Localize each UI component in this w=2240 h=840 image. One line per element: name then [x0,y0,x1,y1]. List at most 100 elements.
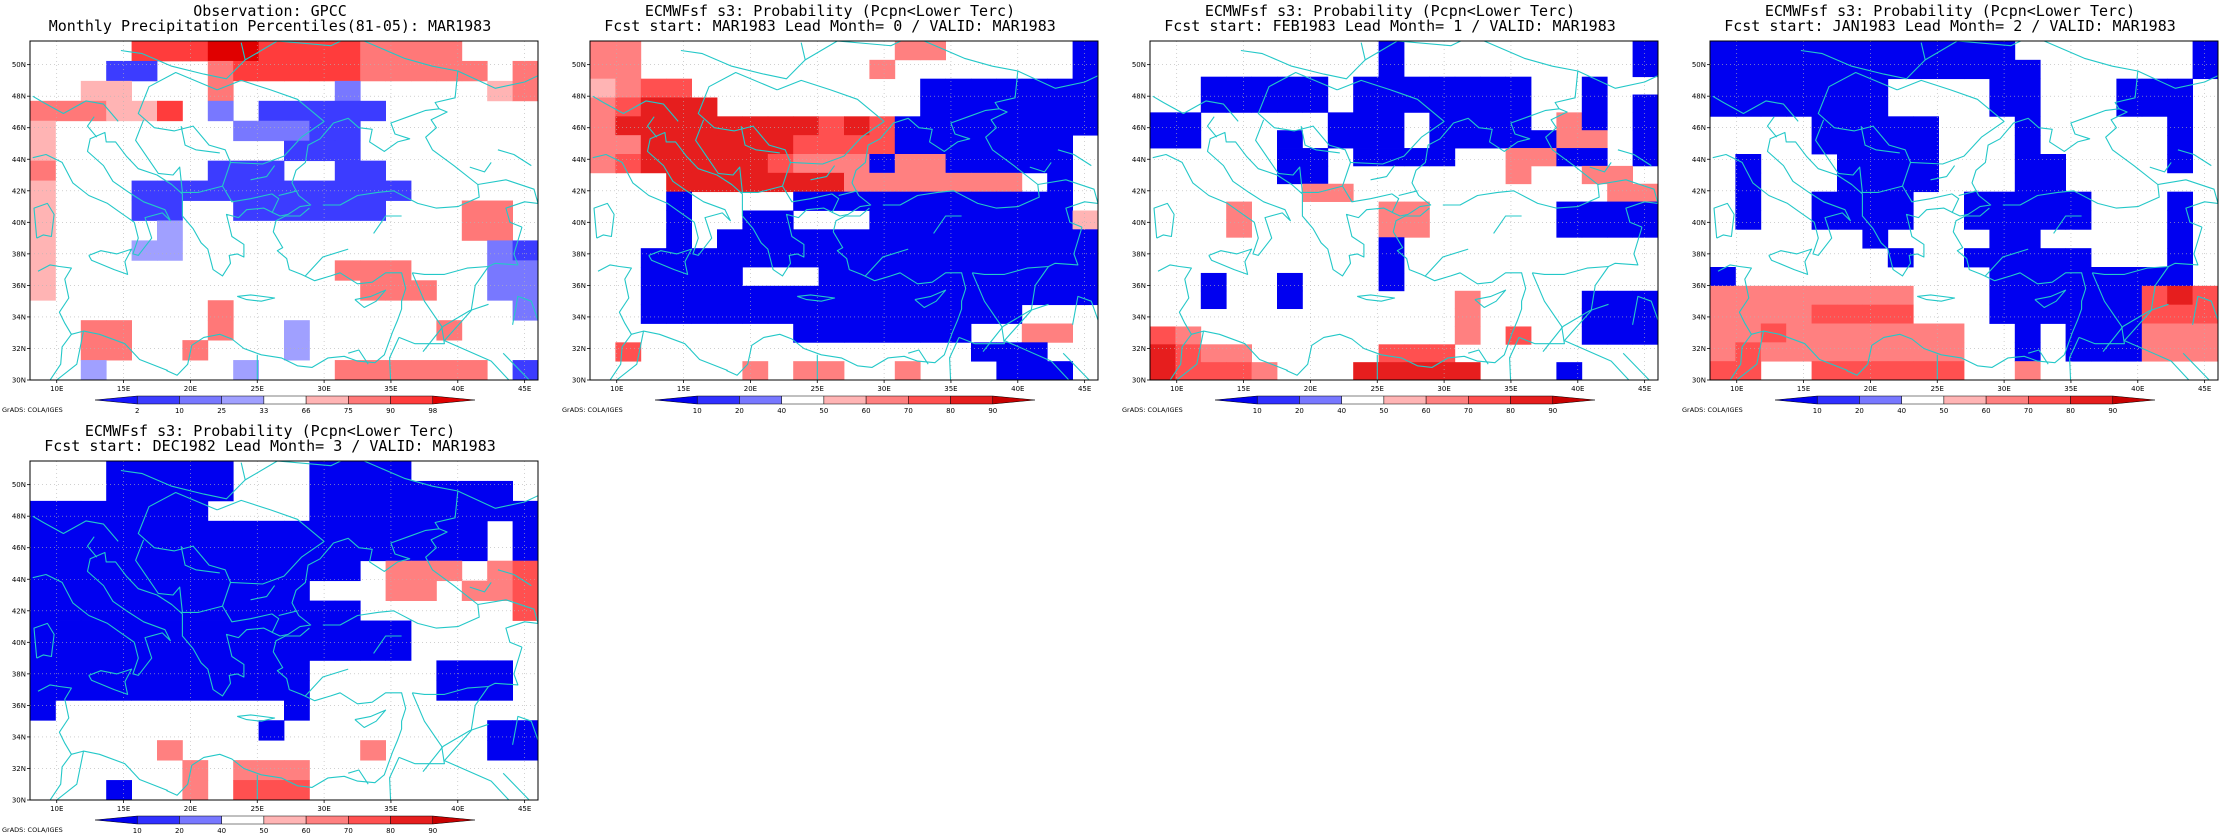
lon-tick-label: 15E [1237,385,1250,393]
grid-cell [1862,191,1889,211]
grid-cell [207,620,234,641]
grid-cell [157,100,183,122]
grid-cell [207,660,234,681]
coastline [237,714,276,722]
lat-tick-label: 44N [1692,156,1706,164]
grid-cell [334,520,361,542]
grid-cell [1175,326,1202,345]
grid-cell [666,116,692,136]
grid-cell [920,323,946,343]
grid-cell [157,600,183,621]
grid-cell [615,135,642,155]
lat-tick-label: 44N [572,156,586,164]
grid-cell [30,120,56,142]
grid-cell [945,323,972,343]
coastline [348,769,369,785]
coastline [1468,349,1489,365]
grid-cell [2091,285,2117,306]
grid-cell [436,360,463,380]
lat-tick-label: 42N [572,187,586,195]
coastline [1712,108,2160,277]
grid-cell [767,285,794,306]
coastline [1003,266,1070,380]
coastline [810,165,836,181]
lat-tick-label: 30N [1132,377,1146,385]
grid-cell [309,520,336,542]
grid-cell [106,780,132,800]
colorbar-label: 10 [133,827,142,835]
colorbar-label: 50 [1939,407,1948,415]
grid-cell [818,285,845,306]
coastline [2034,289,2067,309]
grid-cell [106,660,132,681]
coastline [457,70,538,89]
grid-cell [996,172,1023,193]
grid-cell [996,285,1023,306]
coastline [1037,179,1098,204]
lon-tick-label: 30E [317,385,330,393]
grid-cell [233,640,259,661]
grid-cell [1021,361,1048,380]
grid-cell [1429,130,1456,149]
grid-cell [2014,116,2041,136]
grid-cell [945,285,972,306]
map-frame [589,40,1099,381]
grid-cell [1531,130,1557,149]
panel-title-line-1: ECMWFsf s3: Probability (Pcpn<Lower Terc… [1204,2,1576,20]
grid-cell [1837,154,1863,174]
coastline [37,264,72,380]
grid-cell [131,560,158,582]
colorbar-swatch [390,815,434,825]
colorbar-swatch [2070,395,2114,405]
coastline [2028,349,2049,365]
grid-cell [512,600,538,621]
coastline [278,190,298,197]
coastline [354,289,387,309]
grid-cell [1632,148,1658,167]
grid-cell [844,116,870,136]
grid-cell [309,41,336,62]
colorbar-swatch [136,815,180,825]
grid-cell [55,680,82,701]
grid-cell [2014,135,2041,155]
lat-tick-label: 42N [1132,187,1146,195]
lat-tick-label: 40N [12,219,26,227]
grid-cell [1887,361,1914,380]
grid-cell [894,172,921,193]
grid-cell [385,461,412,482]
coastline [137,71,325,165]
coastline [1357,294,1396,302]
grid-cell [1251,362,1278,380]
graticule [30,41,538,380]
grid-cell [1505,130,1532,149]
colorbar-swatch [1943,395,1987,405]
grid-cell [80,680,107,701]
colorbar-label: 40 [1337,407,1346,415]
grid-cell [1378,219,1405,238]
lat-tick-label: 50N [572,61,586,69]
grid-cell [2167,323,2193,343]
grid-cell [1862,78,1889,98]
grid-cell [2065,285,2092,306]
grid-cell [284,700,310,721]
grid-cell [1913,361,1939,380]
grid-cell [258,520,285,542]
coastlines [32,461,538,800]
coastline [2177,149,2212,167]
coastline [443,686,510,800]
colorbar: 10 20 40 50 60 70 80 90 [1774,395,2156,415]
grid-cell [182,560,209,582]
grid-cell [182,180,209,201]
colorbar-swatch [348,395,391,405]
coastline [1622,352,1650,380]
grid-cell [157,500,183,522]
grid-cell [334,160,361,181]
panel-title-line-2: Fcst start: JAN1983 Lead Month= 2 / VALI… [1724,17,2176,35]
grid-cell [920,116,946,136]
grid-cell [1632,308,1658,327]
grid-cell [945,191,972,211]
lat-tick-label: 48N [1692,93,1706,101]
grid-cell [1150,112,1176,131]
coastline [398,692,445,765]
grid-cell [461,660,488,681]
